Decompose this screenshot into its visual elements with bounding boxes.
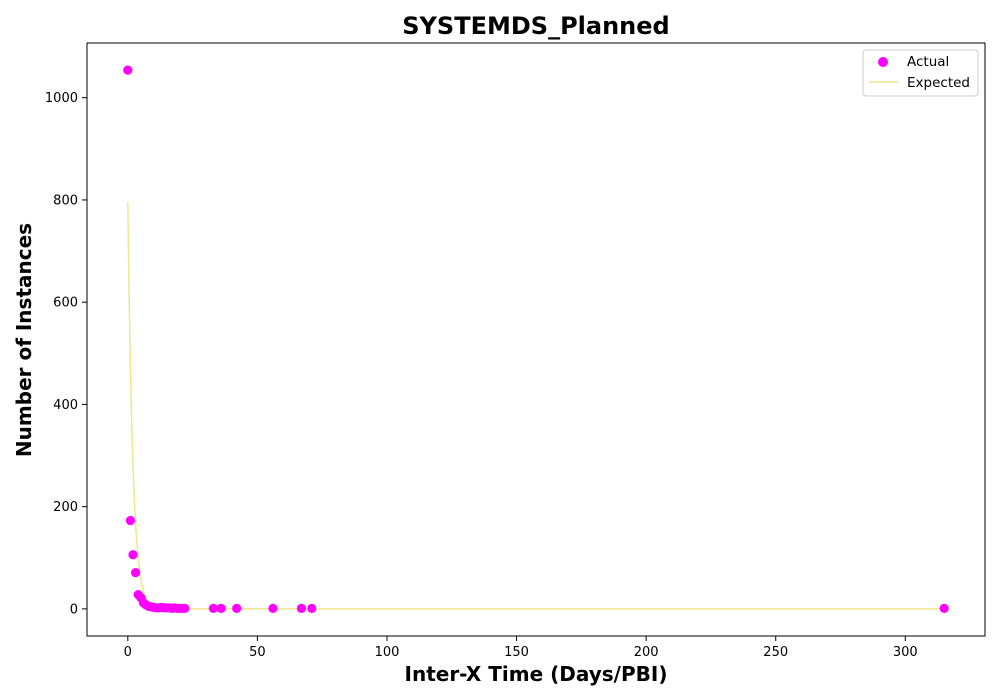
y-tick-label: 0: [70, 602, 78, 617]
x-axis-label: Inter-X Time (Days/PBI): [405, 662, 668, 686]
legend: Actual Expected: [862, 49, 979, 97]
x-tick-label: 300: [893, 645, 918, 660]
x-tick-label: 200: [634, 645, 659, 660]
actual-data-point: [123, 65, 133, 75]
x-tick-label: 50: [249, 645, 266, 660]
actual-data-point: [130, 568, 141, 578]
x-tick-label: 250: [763, 645, 788, 660]
chart-title: SYSTEMDS_Planned: [402, 12, 669, 40]
y-tick-label: 800: [53, 193, 78, 208]
y-tick-label: 400: [53, 398, 78, 413]
x-axis-ticks: 0 50 100 150 200 250 300: [124, 636, 918, 660]
actual-data-point: [128, 550, 138, 560]
actual-data-point: [232, 603, 242, 613]
actual-data-point: [125, 515, 136, 526]
plot-frame: [86, 42, 986, 637]
x-tick-label: 100: [375, 645, 400, 660]
y-tick-label: 600: [53, 296, 78, 311]
actual-data-point: [180, 603, 190, 613]
actual-data-point: [268, 603, 278, 613]
y-axis-label: Number of Instances: [12, 223, 36, 457]
y-axis-ticks: 0 200 400 600 800 1000: [45, 91, 87, 617]
actual-data-point: [307, 603, 317, 613]
legend-actual-marker: [878, 57, 888, 67]
x-tick-label: 150: [504, 645, 529, 660]
actual-layer: [123, 65, 949, 613]
x-tick-label: 0: [124, 645, 132, 660]
y-tick-label: 1000: [45, 91, 78, 106]
actual-data-point: [216, 603, 226, 613]
legend-actual-label: Actual: [907, 54, 949, 70]
actual-data-point: [208, 603, 218, 613]
legend-frame: [862, 49, 979, 97]
y-tick-label: 200: [53, 500, 78, 515]
actual-data-point: [939, 603, 949, 613]
legend-expected-label: Expected: [907, 75, 970, 91]
actual-data-point: [296, 603, 307, 613]
plot-background: [87, 43, 985, 636]
